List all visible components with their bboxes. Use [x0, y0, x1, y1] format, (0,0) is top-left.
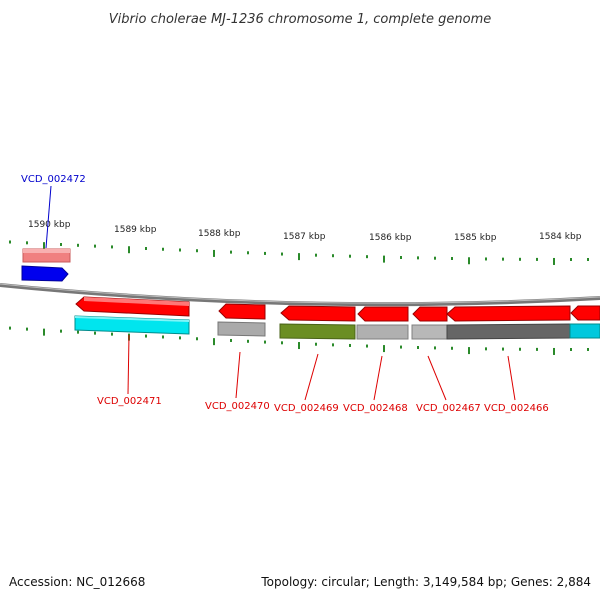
leader-vcd-002466 [507, 355, 516, 401]
gene-next-right[interactable] [570, 305, 600, 321]
ruler-label-1584: 1584 kbp [539, 232, 582, 242]
chromosome-backbone-highlight [0, 283, 600, 304]
leader-vcd-002472 [45, 185, 52, 249]
label-vcd-002472[interactable]: VCD_002472 [21, 174, 86, 185]
label-vcd-002471[interactable]: VCD_002471 [97, 396, 162, 407]
ruler-label-1590: 1590 kbp [28, 220, 71, 230]
feature-cyan[interactable] [74, 315, 190, 335]
leader-vcd-002467 [427, 355, 447, 401]
label-vcd-002466[interactable]: VCD_002466 [484, 403, 549, 414]
leader-vcd-002470 [235, 351, 241, 399]
ruler-label-1588: 1588 kbp [198, 229, 241, 239]
gene-vcd-002469[interactable] [280, 305, 356, 322]
chromosome-backbone [0, 283, 600, 307]
feature-gray-vcd-002468[interactable] [356, 324, 409, 340]
gene-vcd-002470[interactable] [218, 303, 266, 320]
gene-vcd-002472[interactable] [21, 265, 69, 282]
feature-darkgray-vcd-002466[interactable] [446, 323, 571, 340]
feature-olive-vcd-002469[interactable] [279, 323, 356, 340]
accession-label: Accession: NC_012668 [9, 575, 145, 589]
gene-vcd-002466[interactable] [446, 305, 571, 322]
gene-vcd-002471[interactable] [75, 296, 190, 317]
leader-vcd-002468 [373, 355, 383, 401]
ruler-label-1585: 1585 kbp [454, 233, 497, 243]
label-vcd-002470[interactable]: VCD_002470 [205, 401, 270, 412]
label-vcd-002467[interactable]: VCD_002467 [416, 403, 481, 414]
label-vcd-002469[interactable]: VCD_002469 [274, 403, 339, 414]
genome-summary-label: Topology: circular; Length: 3,149,584 bp… [260, 575, 591, 589]
leader-vcd-002471 [127, 334, 130, 395]
label-vcd-002468[interactable]: VCD_002468 [343, 403, 408, 414]
feature-cyan-right[interactable] [569, 323, 600, 339]
gene-vcd-002468[interactable] [357, 306, 409, 322]
outer-tick-marks [9, 240, 589, 265]
leader-vcd-002469 [304, 353, 319, 401]
feature-gray-vcd-002467[interactable] [411, 324, 448, 340]
gene-vcd-002467[interactable] [412, 306, 448, 322]
ruler-label-1589: 1589 kbp [114, 225, 157, 235]
ruler-label-1586: 1586 kbp [369, 233, 412, 243]
gene-vcd-002472-light[interactable] [22, 248, 71, 263]
genome-title: Vibrio cholerae MJ-1236 chromosome 1, co… [109, 12, 491, 27]
ruler-label-1587: 1587 kbp [283, 232, 326, 242]
feature-gray-vcd-002470[interactable] [217, 321, 266, 337]
